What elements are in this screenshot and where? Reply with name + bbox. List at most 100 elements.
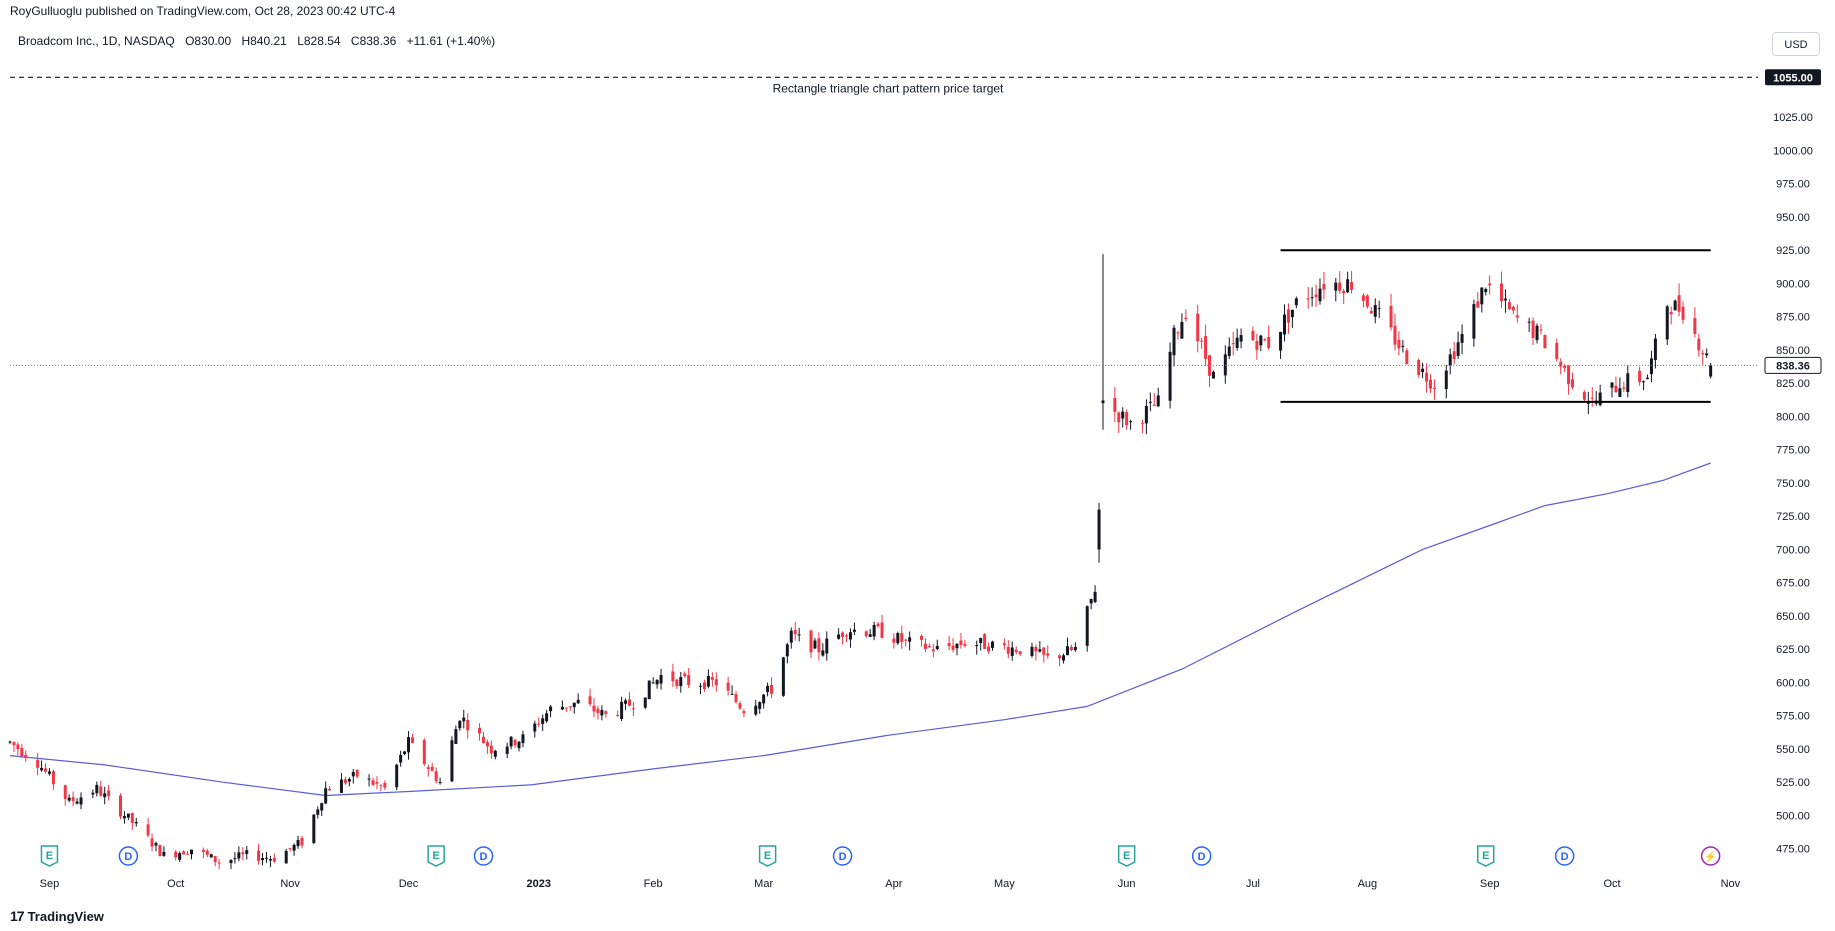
candle xyxy=(1058,654,1062,667)
candle xyxy=(493,749,497,760)
candle-body xyxy=(217,862,221,864)
candle-body xyxy=(1204,336,1208,359)
earnings-marker-shape xyxy=(1476,845,1495,867)
price-chart[interactable]: Rectangle triangle chart pattern price t… xyxy=(0,0,1835,905)
candle xyxy=(1373,298,1377,324)
earnings-icon[interactable]: E xyxy=(40,845,59,867)
lightning-icon[interactable]: ⚡ xyxy=(1700,846,1721,866)
dividend-icon[interactable]: D xyxy=(1191,846,1212,866)
y-tick-label: 875.00 xyxy=(1776,312,1810,324)
candle-body xyxy=(1417,359,1421,375)
candle-body xyxy=(438,781,442,783)
candle-body xyxy=(1444,370,1448,390)
candle xyxy=(975,640,979,655)
candle-body xyxy=(1046,653,1050,656)
dividend-icon[interactable]: D xyxy=(473,846,494,866)
candle-body xyxy=(821,650,825,656)
candle-body xyxy=(1318,288,1322,302)
candle-body xyxy=(880,622,884,638)
dividend-icon[interactable]: D xyxy=(118,846,139,866)
candle xyxy=(1555,338,1559,362)
candle-body xyxy=(430,766,434,771)
candle-body xyxy=(923,643,927,649)
candle xyxy=(1259,334,1263,352)
candle xyxy=(624,698,628,710)
candle xyxy=(1567,364,1571,395)
candle-body xyxy=(604,711,608,715)
candle xyxy=(126,813,130,821)
candle xyxy=(1231,331,1235,356)
candle xyxy=(410,733,414,744)
candle xyxy=(647,680,651,700)
candle xyxy=(284,848,288,864)
time-axis[interactable]: Sep Oct Nov Dec 2023 Feb Mar Apr May Jun Jul Aug Sep… xyxy=(40,878,1741,890)
candle xyxy=(12,741,16,753)
symbol-name[interactable]: Broadcom Inc., 1D, NASDAQ xyxy=(18,34,175,48)
candle-body xyxy=(1590,397,1594,399)
candle-body xyxy=(1456,342,1460,356)
candle-body xyxy=(1058,655,1062,659)
candle-body xyxy=(1117,412,1121,423)
price-target-tag-label: 1055.00 xyxy=(1773,72,1813,84)
candle-body xyxy=(1476,301,1480,308)
candle xyxy=(320,802,324,816)
candle xyxy=(1594,391,1598,406)
dividend-marker-label: D xyxy=(1561,851,1569,863)
candle xyxy=(1196,304,1200,353)
candle xyxy=(122,811,126,824)
candle xyxy=(868,628,872,637)
candle xyxy=(592,698,596,718)
candle-body xyxy=(845,635,849,637)
dividend-marker-shape xyxy=(473,846,494,866)
candle-body xyxy=(864,631,868,637)
candle-body xyxy=(702,682,706,690)
price-target-label: Rectangle triangle chart pattern price t… xyxy=(773,81,1004,95)
candle xyxy=(1034,644,1038,661)
candle xyxy=(1073,642,1077,652)
candle xyxy=(201,847,205,859)
candle-body xyxy=(659,674,663,684)
earnings-icon[interactable]: E xyxy=(758,845,777,867)
candle-body xyxy=(296,839,300,847)
y-tick-label: 575.00 xyxy=(1776,711,1810,723)
candle-body xyxy=(517,741,521,749)
candle-body xyxy=(1338,282,1342,291)
candle xyxy=(296,835,300,849)
y-tick-label: 1000.00 xyxy=(1773,145,1813,157)
x-tick-label: Oct xyxy=(167,878,184,890)
candle-body xyxy=(521,734,525,744)
currency-button[interactable]: USD xyxy=(1772,32,1820,56)
candle xyxy=(47,768,51,776)
candle xyxy=(517,740,521,752)
earnings-icon[interactable]: E xyxy=(1117,845,1136,867)
candle-body xyxy=(489,745,493,754)
x-tick-label: Jul xyxy=(1246,878,1260,890)
price-axis[interactable]: 475.00 500.00 525.00 550.00 575.00 600.00 625.… xyxy=(1764,69,1822,856)
candle xyxy=(1673,299,1677,311)
candle xyxy=(951,638,955,653)
candle-body xyxy=(190,849,194,855)
dividend-icon[interactable]: D xyxy=(1554,846,1575,866)
candle xyxy=(1480,287,1484,313)
earnings-icon[interactable]: E xyxy=(1476,845,1495,867)
candle-body xyxy=(213,856,217,863)
candle-body xyxy=(1294,298,1298,306)
candle xyxy=(627,692,631,707)
candle xyxy=(383,780,387,791)
dividend-icon[interactable]: D xyxy=(832,846,853,866)
candle-body xyxy=(1369,310,1373,314)
candle-body xyxy=(20,747,24,757)
event-markers-layer: E D E D E D E D E D ⚡ xyxy=(40,845,1721,867)
candle-body xyxy=(1377,308,1381,310)
candle-body xyxy=(1267,336,1271,349)
moving-average-layer xyxy=(9,462,1711,797)
earnings-icon[interactable]: E xyxy=(427,845,445,867)
candle xyxy=(513,738,517,749)
candle xyxy=(162,846,166,857)
candle xyxy=(1223,345,1227,384)
candle xyxy=(233,852,237,864)
candle-body xyxy=(781,657,785,696)
candle-body xyxy=(103,793,107,798)
candle-body xyxy=(1472,304,1476,339)
y-tick-label: 675.00 xyxy=(1776,578,1810,590)
